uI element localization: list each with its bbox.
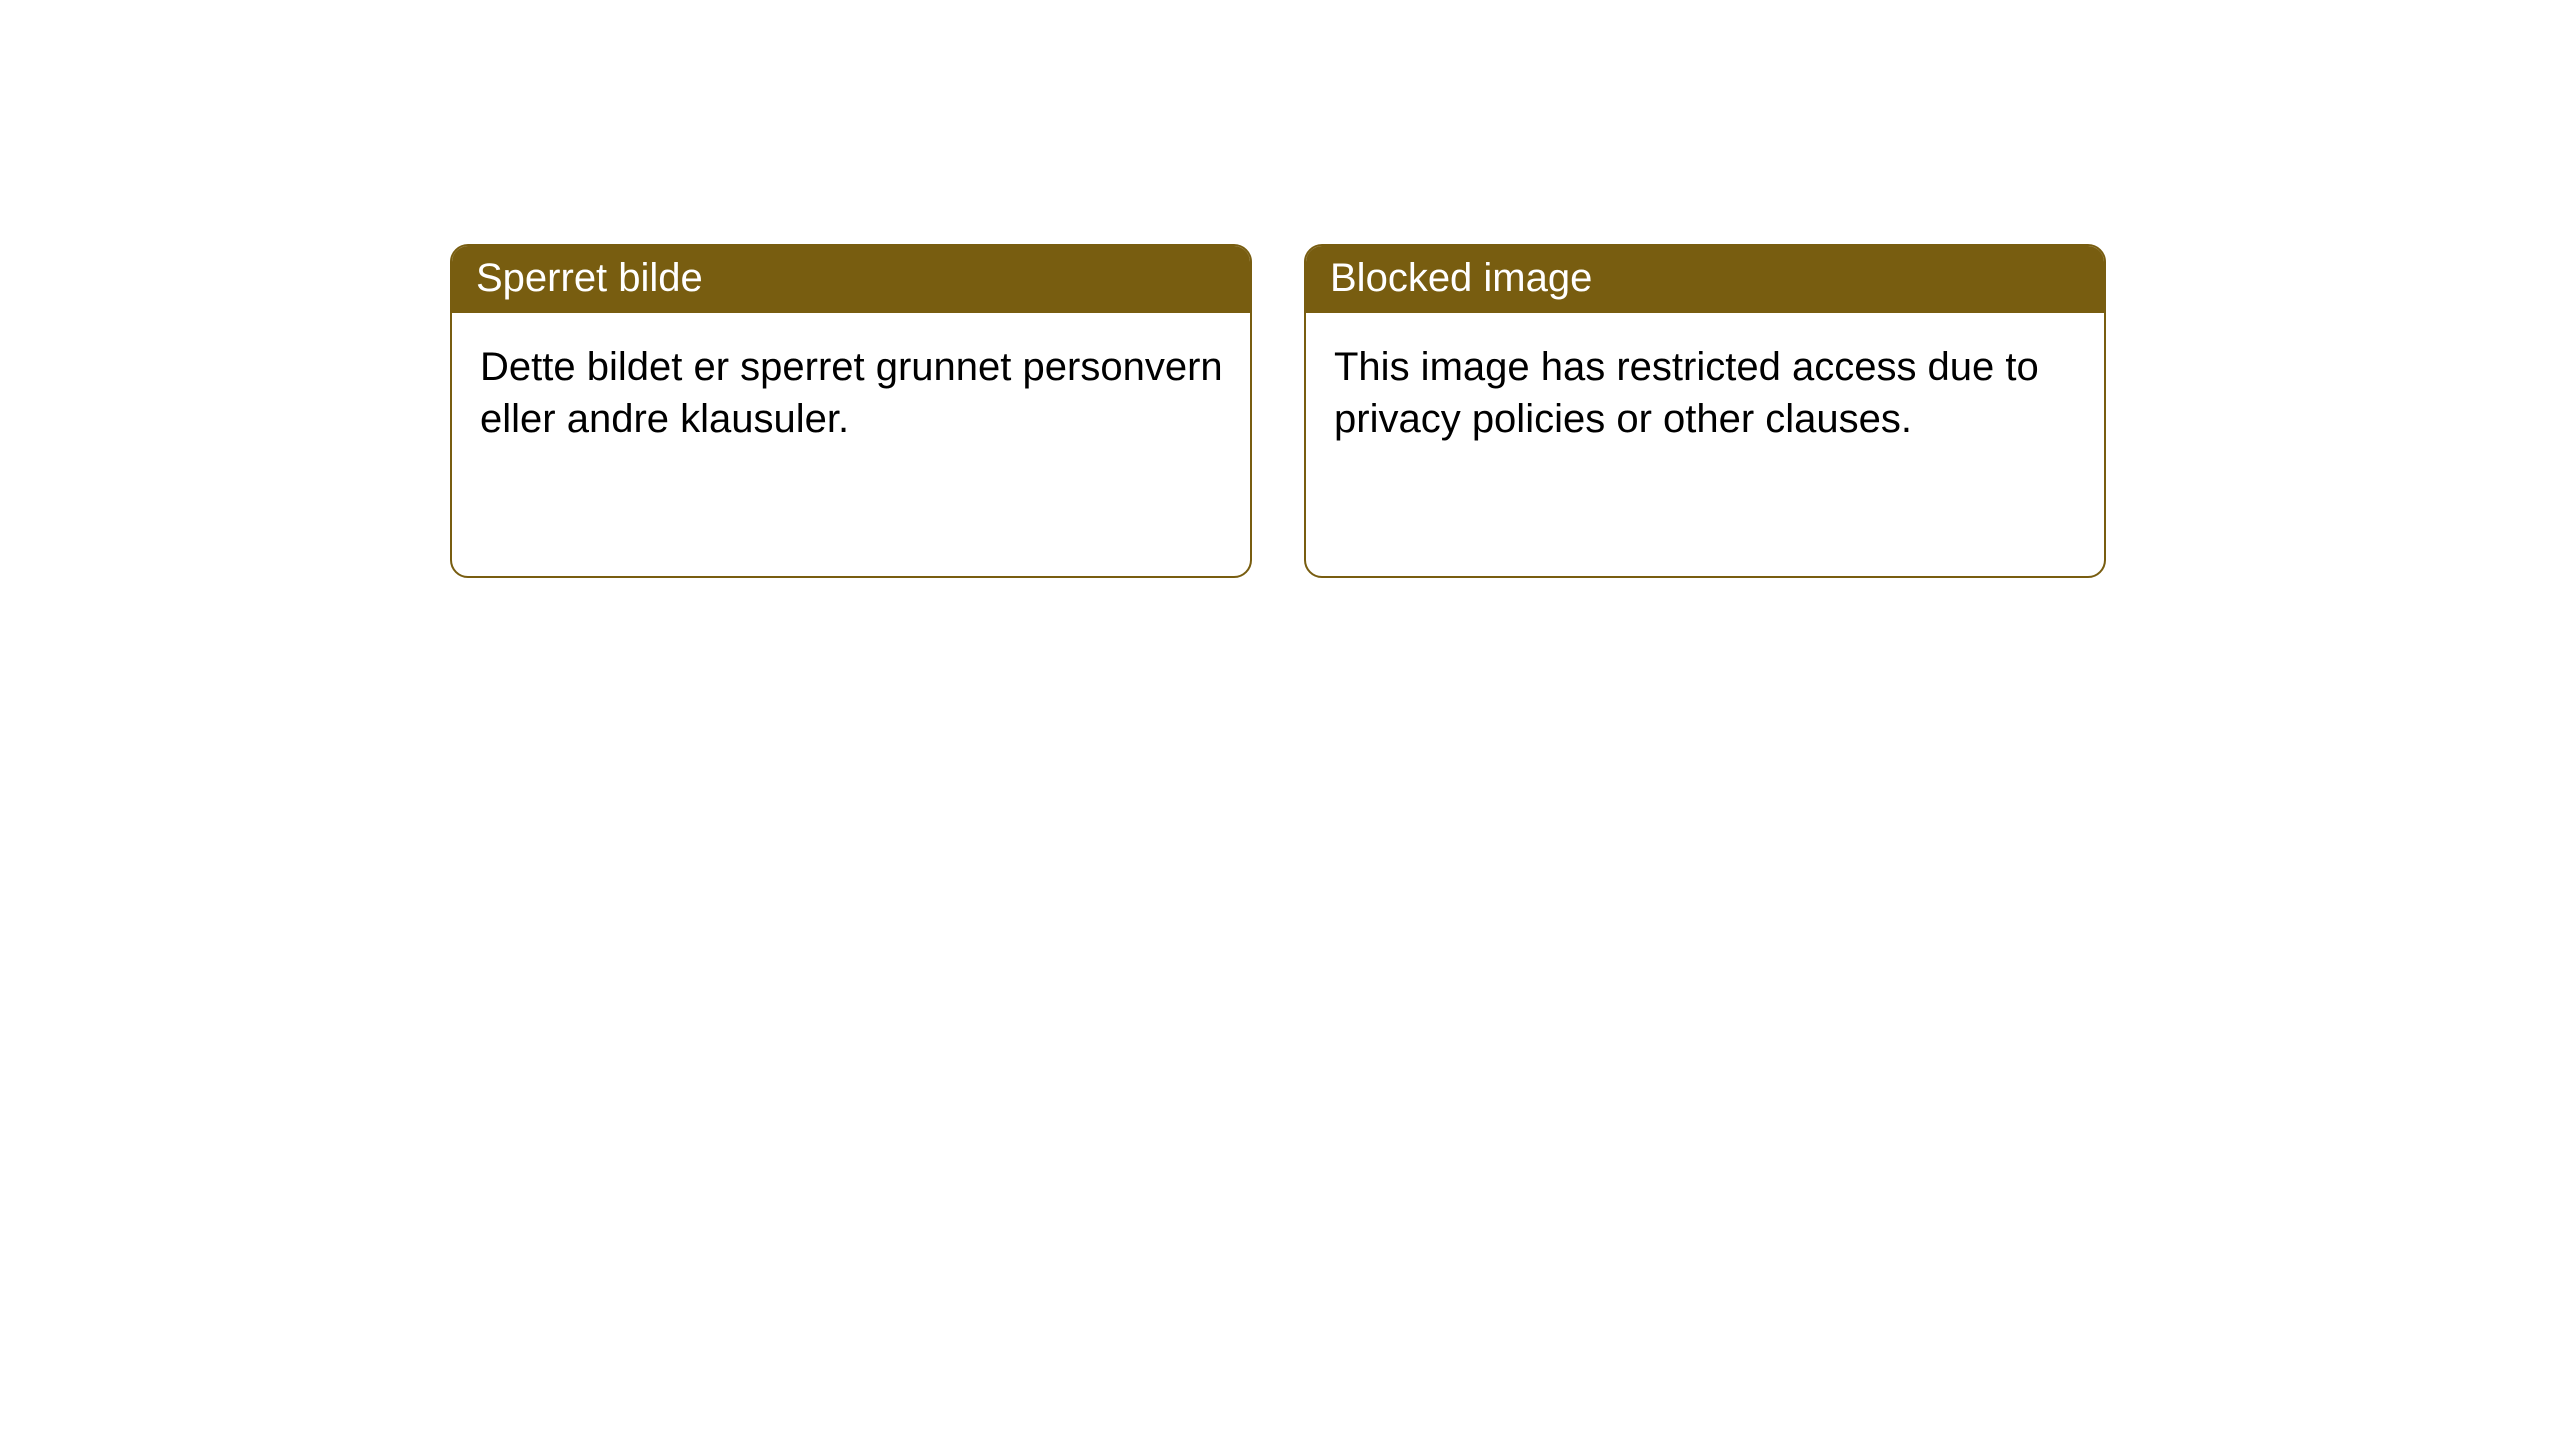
card-body-en: This image has restricted access due to … <box>1306 313 2104 469</box>
card-title-en: Blocked image <box>1330 256 1592 300</box>
card-message-no: Dette bildet er sperret grunnet personve… <box>480 345 1223 441</box>
card-header-en: Blocked image <box>1306 246 2104 313</box>
card-body-no: Dette bildet er sperret grunnet personve… <box>452 313 1250 469</box>
card-header-no: Sperret bilde <box>452 246 1250 313</box>
cards-container: Sperret bilde Dette bildet er sperret gr… <box>0 0 2560 578</box>
card-title-no: Sperret bilde <box>476 256 703 300</box>
blocked-image-card-en: Blocked image This image has restricted … <box>1304 244 2106 578</box>
blocked-image-card-no: Sperret bilde Dette bildet er sperret gr… <box>450 244 1252 578</box>
card-message-en: This image has restricted access due to … <box>1334 345 2039 441</box>
